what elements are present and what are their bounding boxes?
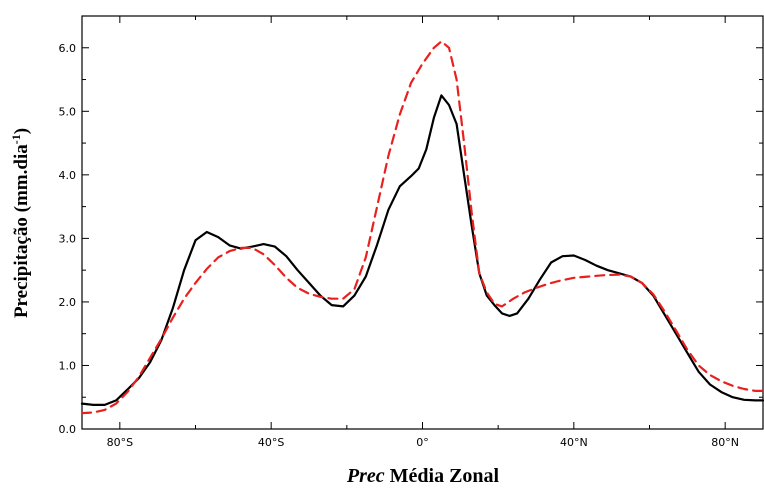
y-axis-ticks: 0.0 1.0 2.0 3.0 4.0 5.0 6.0 [59,42,763,436]
x-tick-label: 80°S [107,436,133,449]
y-tick-label: 2.0 [59,296,77,309]
x-tick-label: 0° [416,436,429,449]
series-line-1 [80,94,764,406]
y-tick-label: 5.0 [59,105,77,118]
y-tick-label: 1.0 [59,359,77,372]
x-axis-ticks: 80°S 40°S 0° 40°N 80°N [107,16,739,449]
y-tick-label: 4.0 [59,169,77,182]
y-tick-label: 3.0 [59,232,77,245]
series-layer [80,40,764,415]
y-tick-label: 6.0 [59,42,77,55]
y-tick-label: 0.0 [59,423,77,436]
plot-frame [81,15,764,430]
x-tick-label: 80°N [711,436,739,449]
series-line-2 [80,40,764,415]
x-tick-label: 40°N [560,436,588,449]
x-tick-label: 40°S [258,436,284,449]
y-axis-title: Precipitação (mm.dia-1) [9,128,32,318]
x-axis-title: Prec Média Zonal [346,465,500,487]
